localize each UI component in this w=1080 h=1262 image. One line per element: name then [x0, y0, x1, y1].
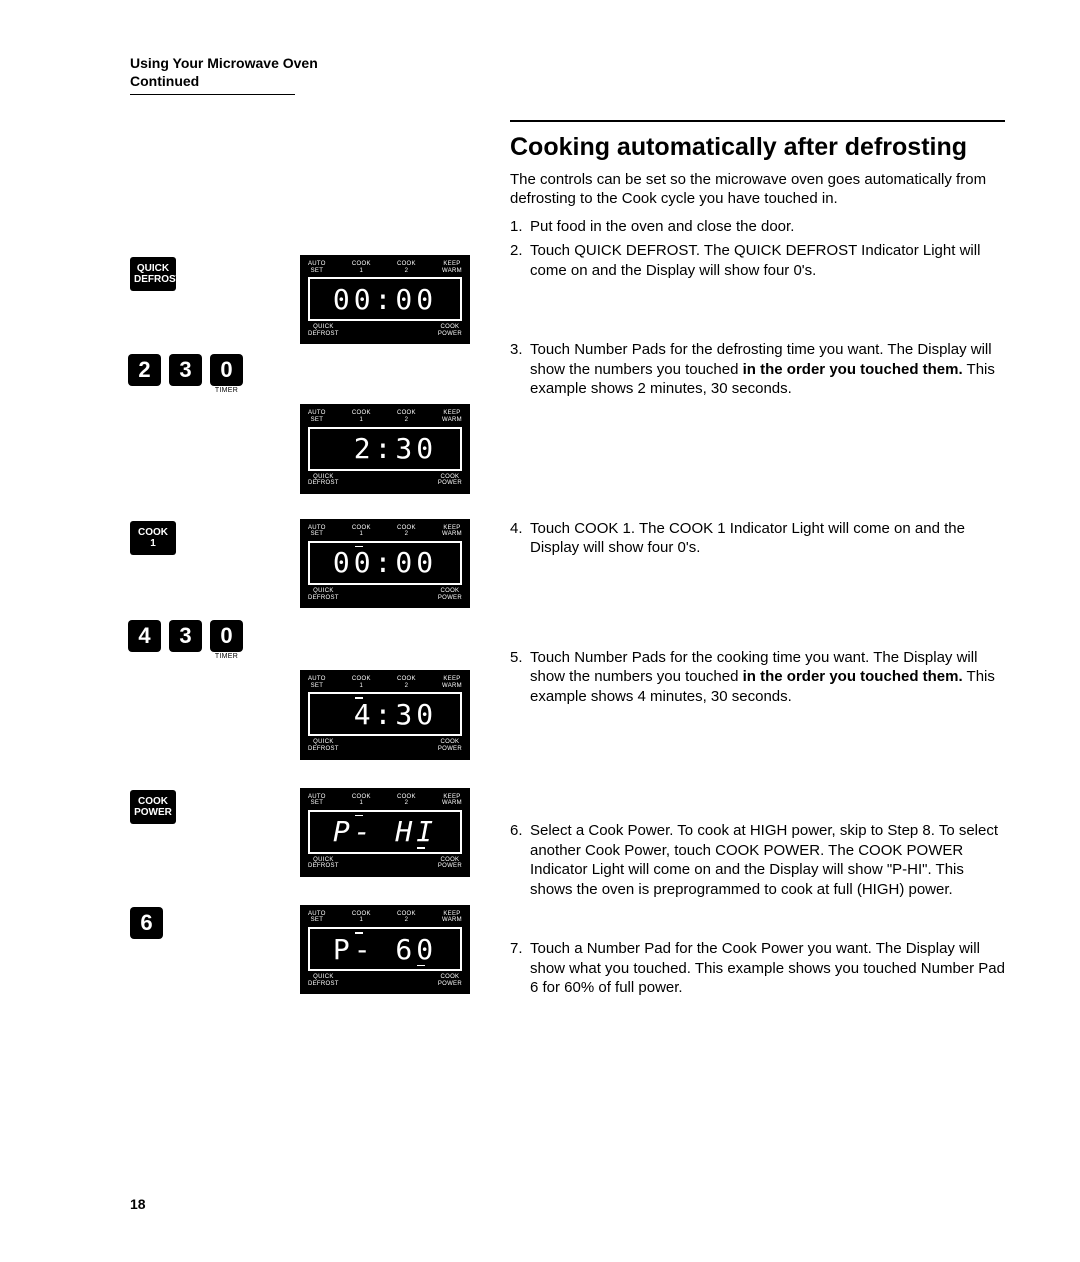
step-6: Select a Cook Power. To cook at HIGH pow…	[510, 821, 1005, 899]
step-3: Touch Number Pads for the defrosting tim…	[510, 340, 1005, 399]
button-area: QUICK DEFROST	[130, 257, 195, 291]
display-screen: 00:00	[308, 277, 462, 321]
step-4: Touch COOK 1. The COOK 1 Indicator Light…	[510, 519, 1005, 558]
visual-step-3: 2 3 0 TIMER	[130, 354, 470, 394]
numpad-0b: 0	[210, 620, 243, 652]
section-intro: The controls can be set so the microwave…	[510, 170, 1005, 209]
number-row-b: 4 3 0 TIMER	[128, 620, 243, 660]
quick-defrost-button: QUICK DEFROST	[130, 257, 176, 291]
left-column: QUICK DEFROST AUTO SET COOK 1 COOK 2 KEE…	[130, 120, 470, 1004]
number-row-a: 2 3 0 TIMER	[128, 354, 243, 394]
microwave-display: AUTO SET COOK 1 COOK 2 KEEP WARM 00:00 Q…	[300, 255, 470, 344]
header-line2: Continued	[130, 73, 1005, 91]
cook1-button: COOK 1	[130, 521, 176, 555]
cook1-indicator	[355, 697, 363, 699]
step-7: Touch a Number Pad for the Cook Power yo…	[510, 939, 1005, 998]
header-line1: Using Your Microwave Oven	[130, 55, 1005, 73]
microwave-display: AUTO SET COOK 1 COOK 2 KEEP WARM 2:30 QU…	[300, 404, 470, 493]
step-1: Put food in the oven and close the door.	[510, 217, 1005, 237]
right-column: Cooking automatically after defrosting T…	[510, 120, 1005, 1004]
cook-power-indicator	[417, 965, 425, 967]
section-title: Cooking automatically after defrosting	[510, 134, 1005, 162]
microwave-display: AUTO SET COOK 1 COOK 2 KEEP WARM 4:30 QU…	[300, 670, 470, 759]
page-header: Using Your Microwave Oven Continued	[130, 55, 1005, 95]
visual-step-2: QUICK DEFROST AUTO SET COOK 1 COOK 2 KEE…	[130, 255, 470, 344]
visual-step-6: COOK POWER AUTO SET COOK 1 COOK 2 KEEP W…	[130, 788, 470, 877]
visual-step-5: 4 3 0 TIMER	[130, 620, 470, 660]
display-wrap: AUTO SET COOK 1 COOK 2 KEEP WARM 2:30 QU…	[195, 404, 470, 493]
step-5: Touch Number Pads for the cooking time y…	[510, 648, 1005, 707]
visual-step-4: COOK 1 AUTO SET COOK 1 COOK 2 KEEP WARM …	[130, 519, 470, 608]
step-2: Touch QUICK DEFROST. The QUICK DEFROST I…	[510, 241, 1005, 280]
visual-step-5b: AUTO SET COOK 1 COOK 2 KEEP WARM 4:30 QU…	[130, 670, 470, 759]
steps-list: Put food in the oven and close the door.…	[510, 217, 1005, 998]
display-wrap: AUTO SET COOK 1 COOK 2 KEEP WARM 00:00 Q…	[195, 255, 470, 344]
numpad-3b: 3	[169, 620, 202, 652]
header-rule	[130, 94, 295, 95]
section-rule	[510, 120, 1005, 122]
numpad-0: 0	[210, 354, 243, 386]
cook1-indicator	[355, 546, 363, 548]
visual-step-3b: AUTO SET COOK 1 COOK 2 KEEP WARM 2:30 QU…	[130, 404, 470, 493]
visual-step-7: 6 AUTO SET COOK 1 COOK 2 KEEP WARM P- 60	[130, 905, 470, 994]
main-content: QUICK DEFROST AUTO SET COOK 1 COOK 2 KEE…	[130, 120, 1005, 1004]
numpad-4: 4	[128, 620, 161, 652]
numpad-3: 3	[169, 354, 202, 386]
numpad-2: 2	[128, 354, 161, 386]
page-number: 18	[130, 1196, 146, 1212]
cook-power-indicator	[417, 847, 425, 849]
microwave-display: AUTO SET COOK 1 COOK 2 KEEP WARM 00:00 Q…	[300, 519, 470, 608]
display-bottom-labels: QUICK DEFROST COOK POWER	[308, 324, 462, 337]
cook-power-button: COOK POWER	[130, 790, 176, 824]
cook1-indicator	[355, 932, 363, 934]
microwave-display: AUTO SET COOK 1 COOK 2 KEEP WARM P- 60 Q…	[300, 905, 470, 994]
cook1-indicator	[355, 815, 363, 817]
display-top-labels: AUTO SET COOK 1 COOK 2 KEEP WARM	[308, 261, 462, 274]
numpad-6: 6	[130, 907, 163, 939]
timer-label: TIMER	[210, 387, 243, 394]
manual-page: Using Your Microwave Oven Continued QUIC…	[0, 0, 1080, 1262]
microwave-display: AUTO SET COOK 1 COOK 2 KEEP WARM P- HI Q…	[300, 788, 470, 877]
